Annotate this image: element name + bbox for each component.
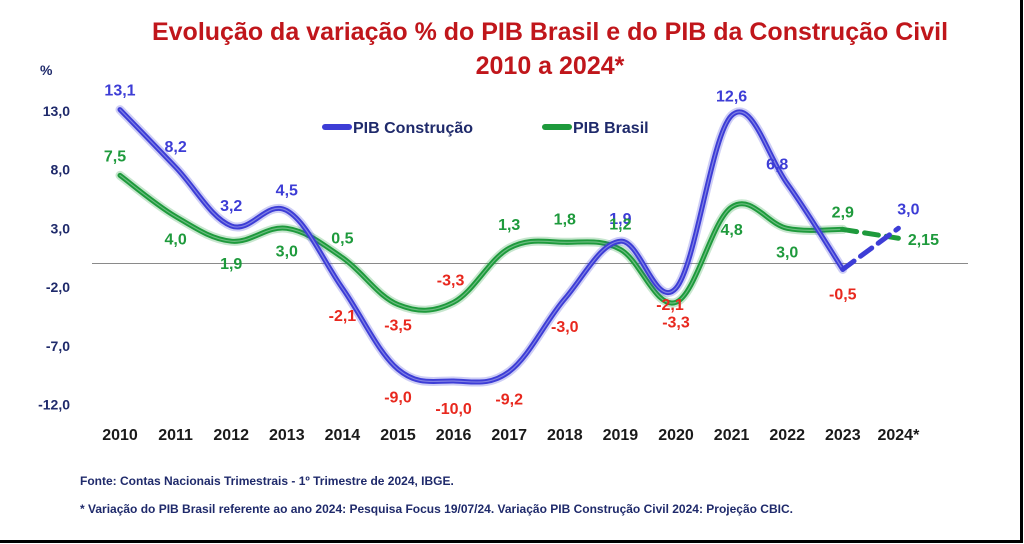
chart-title: Evolução da variação % do PIB Brasil e d… xyxy=(151,18,949,46)
data-label: 4,5 xyxy=(276,183,298,200)
x-tick-label: 2010 xyxy=(102,427,138,444)
data-label: 3,0 xyxy=(897,201,919,218)
series-line-pib-construcao xyxy=(117,107,846,385)
data-label: -2,1 xyxy=(656,297,684,314)
x-tick-label: 2016 xyxy=(436,427,472,444)
x-tick-label: 2019 xyxy=(603,427,639,444)
footnote-source: Fonte: Contas Nacionais Trimestrais - 1º… xyxy=(80,474,454,488)
data-label: 12,6 xyxy=(716,88,747,105)
y-tick-label: 3,0 xyxy=(51,220,71,236)
data-label: 3,0 xyxy=(776,244,798,261)
x-tick-label: 2024* xyxy=(877,427,920,444)
data-label: -2,1 xyxy=(329,308,357,325)
series-line-pib-brasil-highlight xyxy=(119,174,844,311)
x-tick-label: 2015 xyxy=(380,427,416,444)
data-label: -3,5 xyxy=(384,318,412,335)
data-label: 4,0 xyxy=(164,232,186,249)
data-label: -9,2 xyxy=(495,392,523,409)
data-label: -3,3 xyxy=(437,272,465,289)
data-label: 4,8 xyxy=(720,222,742,239)
data-label: 1,3 xyxy=(498,217,520,234)
x-tick-label: 2021 xyxy=(714,427,750,444)
series-line-pib-brasil xyxy=(117,172,846,313)
data-label: 6,8 xyxy=(766,157,788,174)
data-label: 13,1 xyxy=(104,83,135,100)
x-tick-label: 2014 xyxy=(325,427,361,444)
y-tick-label: 13,0 xyxy=(43,103,70,119)
data-label: 7,5 xyxy=(104,148,126,165)
data-label: 1,8 xyxy=(554,211,576,228)
y-tick-label: 8,0 xyxy=(51,162,71,178)
series-line-pib-construcao-glow xyxy=(115,105,848,387)
data-label: -10,0 xyxy=(435,401,472,418)
x-tick-label: 2022 xyxy=(769,427,805,444)
x-tick-label: 2012 xyxy=(213,427,249,444)
y-tick-label: -7,0 xyxy=(46,338,70,354)
x-tick-label: 2017 xyxy=(491,427,527,444)
data-label: 0,5 xyxy=(331,231,353,248)
data-label: 3,2 xyxy=(220,198,242,215)
chart-subtitle: 2010 a 2024* xyxy=(475,52,625,80)
y-tick-label: -12,0 xyxy=(38,397,70,413)
y-tick-label: -2,0 xyxy=(46,279,70,295)
x-tick-label: 2020 xyxy=(658,427,694,444)
x-tick-label: 2011 xyxy=(158,427,193,444)
x-tick-label: 2013 xyxy=(269,427,305,444)
data-label: -3,3 xyxy=(662,314,690,331)
data-label: -0,5 xyxy=(829,286,857,303)
y-axis-unit-label: % xyxy=(40,62,53,78)
data-label: 2,9 xyxy=(832,204,854,221)
data-label: 8,2 xyxy=(164,139,186,156)
footnote-note: * Variação do PIB Brasil referente ao an… xyxy=(80,502,793,516)
legend-label: PIB Brasil xyxy=(573,120,649,137)
x-tick-label: 2023 xyxy=(825,427,861,444)
data-label: -3,0 xyxy=(551,319,579,336)
series-line-pib-construcao-highlight xyxy=(119,108,844,383)
x-tick-label: 2018 xyxy=(547,427,583,444)
data-label: 1,9 xyxy=(220,256,242,273)
data-label: 1,9 xyxy=(609,211,631,228)
legend-label: PIB Construção xyxy=(353,120,473,137)
data-label: 3,0 xyxy=(276,243,298,260)
data-label: 2,15 xyxy=(908,232,939,249)
data-label: -9,0 xyxy=(384,389,412,406)
series-line-pib-construcao-projection xyxy=(840,225,901,272)
data-label: 1,2 xyxy=(609,216,631,233)
